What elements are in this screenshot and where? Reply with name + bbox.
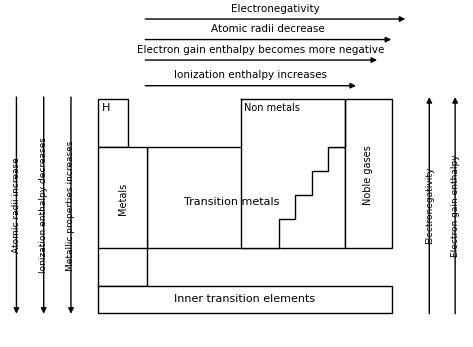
Text: Inner transition elements: Inner transition elements [174,295,315,304]
Bar [98,99,128,147]
Polygon shape [241,99,345,248]
Text: Atomic radii decrease: Atomic radii decrease [211,24,325,34]
Text: H: H [102,103,110,113]
Bar [98,286,392,313]
Bar [98,147,147,248]
Text: Atomic radii increase: Atomic radii increase [12,158,21,253]
Text: Electronegativity: Electronegativity [425,167,434,244]
Text: Ionization enthalpy increases: Ionization enthalpy increases [174,70,327,80]
Bar [345,99,392,248]
Text: Metals: Metals [118,183,128,215]
Text: Non metals: Non metals [244,103,300,113]
Text: Electron gain enthalpy becomes more negative: Electron gain enthalpy becomes more nega… [138,45,385,54]
Bar [147,147,345,248]
Text: Electronegativity: Electronegativity [231,3,320,14]
Text: Electron gain enthalpy: Electron gain enthalpy [451,154,460,257]
Text: Metallic properties increases: Metallic properties increases [67,140,76,271]
Text: Noble gases: Noble gases [363,145,373,204]
Text: Transition metals: Transition metals [184,197,280,207]
Text: Ionization enthalpy decreases: Ionization enthalpy decreases [39,137,48,273]
